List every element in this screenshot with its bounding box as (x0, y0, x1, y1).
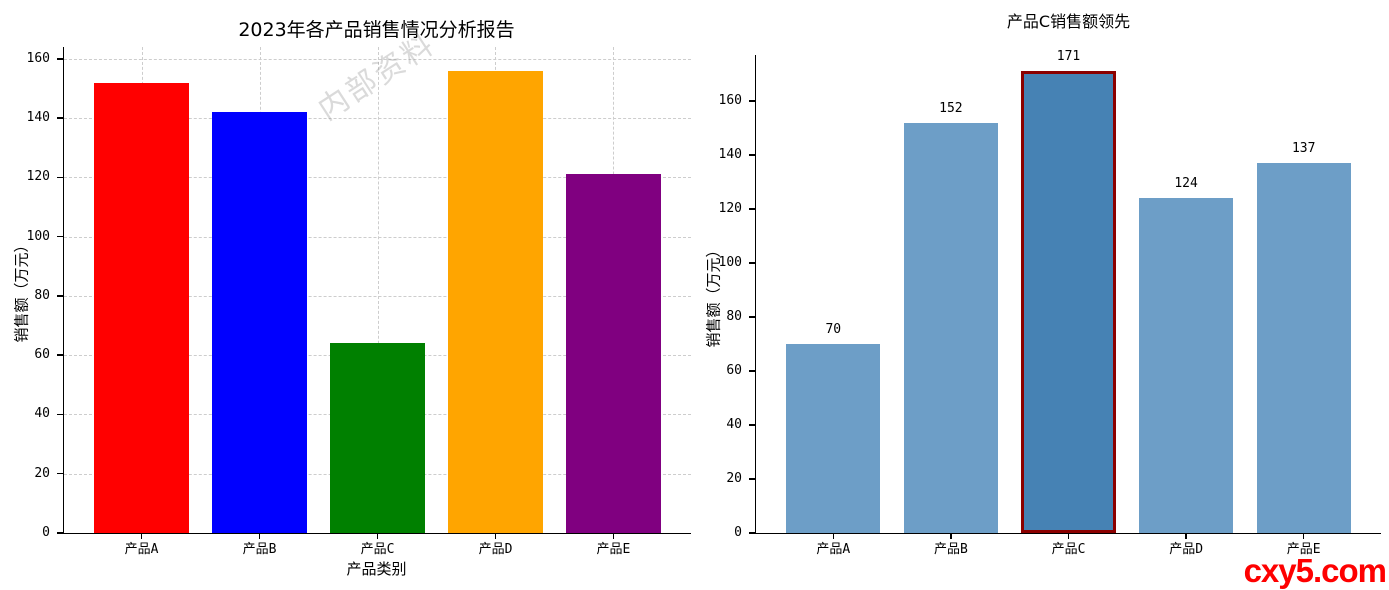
y-tick-label: 80 (34, 287, 50, 303)
x-tick-label: 产品D (1169, 542, 1204, 557)
x-tick-mark (1303, 533, 1305, 539)
x-tick-mark (1067, 533, 1070, 539)
x-tick-mark (950, 533, 952, 539)
x-tick-label: 产品E (596, 542, 631, 557)
y-tick-label: 0 (734, 525, 742, 540)
y-tick-label: 60 (726, 362, 742, 378)
y-tick-mark (57, 235, 63, 238)
bar-产品D (448, 70, 543, 533)
x-tick-label: 产品A (816, 542, 851, 557)
x-tick-label: 产品C (360, 542, 395, 557)
left-x-axis-label: 产品类别 (346, 560, 407, 578)
x-tick-label: 产品D (478, 542, 513, 557)
y-tick-label: 0 (42, 525, 50, 540)
y-tick-mark (57, 354, 63, 356)
y-tick-mark (749, 154, 755, 156)
y-tick-label: 100 (26, 228, 50, 244)
y-tick-label: 140 (718, 146, 742, 162)
x-tick-mark (376, 533, 379, 539)
x-tick-label: 产品A (124, 542, 159, 557)
site-watermark: cxy5.com (1243, 552, 1387, 589)
y-tick-mark (57, 176, 63, 179)
y-tick-label: 80 (726, 308, 742, 324)
x-tick-label: 产品B (933, 542, 968, 557)
y-tick-mark (57, 295, 63, 297)
y-tick-label: 120 (718, 200, 742, 216)
x-tick-mark (1185, 533, 1187, 539)
x-tick-label: 产品E (1286, 542, 1321, 557)
bar-value-label: 70 (825, 321, 842, 337)
bar-产品E (1256, 163, 1351, 533)
left-chart-title: 2023年各产品销售情况分析报告 (238, 19, 515, 41)
y-tick-mark (749, 316, 755, 318)
bar-产品B (903, 122, 998, 533)
right-chart-title: 产品C销售额领先 (1006, 12, 1131, 31)
y-tick-mark (57, 413, 63, 416)
y-tick-label: 20 (726, 470, 742, 486)
y-tick-label: 120 (26, 169, 50, 185)
bar-产品B (212, 112, 307, 533)
bar-产品A (94, 82, 189, 533)
bar-产品C (330, 343, 425, 533)
y-tick-label: 160 (718, 92, 742, 108)
bar-value-label: 137 (1291, 141, 1316, 157)
y-tick-label: 20 (34, 465, 50, 481)
left-plot-area: 0 20 40 60 80 100 120 140 160 产品A 产品B 产品C 产品D 产品E (27, 47, 691, 557)
y-tick-label: 100 (718, 254, 742, 270)
y-tick-label: 160 (26, 50, 50, 66)
x-tick-mark (140, 533, 143, 539)
bar-value-label: 152 (939, 100, 963, 116)
x-tick-label: 产品C (1051, 542, 1086, 557)
y-tick-mark (57, 117, 63, 119)
y-tick-mark (57, 473, 63, 475)
y-tick-mark (749, 100, 755, 102)
y-tick-mark (749, 532, 755, 534)
y-tick-mark (749, 262, 755, 264)
bar-value-label: 171 (1056, 49, 1081, 65)
y-tick-mark (749, 370, 755, 372)
bar-产品D (1139, 198, 1234, 533)
y-tick-label: 40 (726, 416, 742, 432)
bar-产品C (1021, 71, 1116, 533)
y-tick-mark (749, 208, 755, 210)
x-gridline (377, 47, 379, 533)
bar-value-label: 124 (1174, 176, 1198, 192)
y-tick-mark (749, 478, 755, 480)
y-tick-label: 40 (34, 406, 50, 422)
x-tick-mark (494, 533, 497, 539)
x-tick-label: 产品B (242, 542, 277, 557)
bar-产品A (786, 343, 881, 533)
x-tick-mark (612, 533, 615, 539)
bar-产品E (566, 174, 661, 533)
y-tick-mark (57, 58, 63, 60)
y-tick-label: 60 (34, 347, 50, 363)
y-tick-mark (57, 532, 63, 534)
x-tick-mark (832, 533, 834, 539)
x-tick-mark (258, 533, 261, 539)
y-tick-mark (749, 424, 755, 426)
right-plot-area: 0 20 40 60 80 100 120 140 160 70 152 171 124 137 产品A 产品… (719, 49, 1381, 557)
y-tick-label: 140 (26, 110, 50, 126)
